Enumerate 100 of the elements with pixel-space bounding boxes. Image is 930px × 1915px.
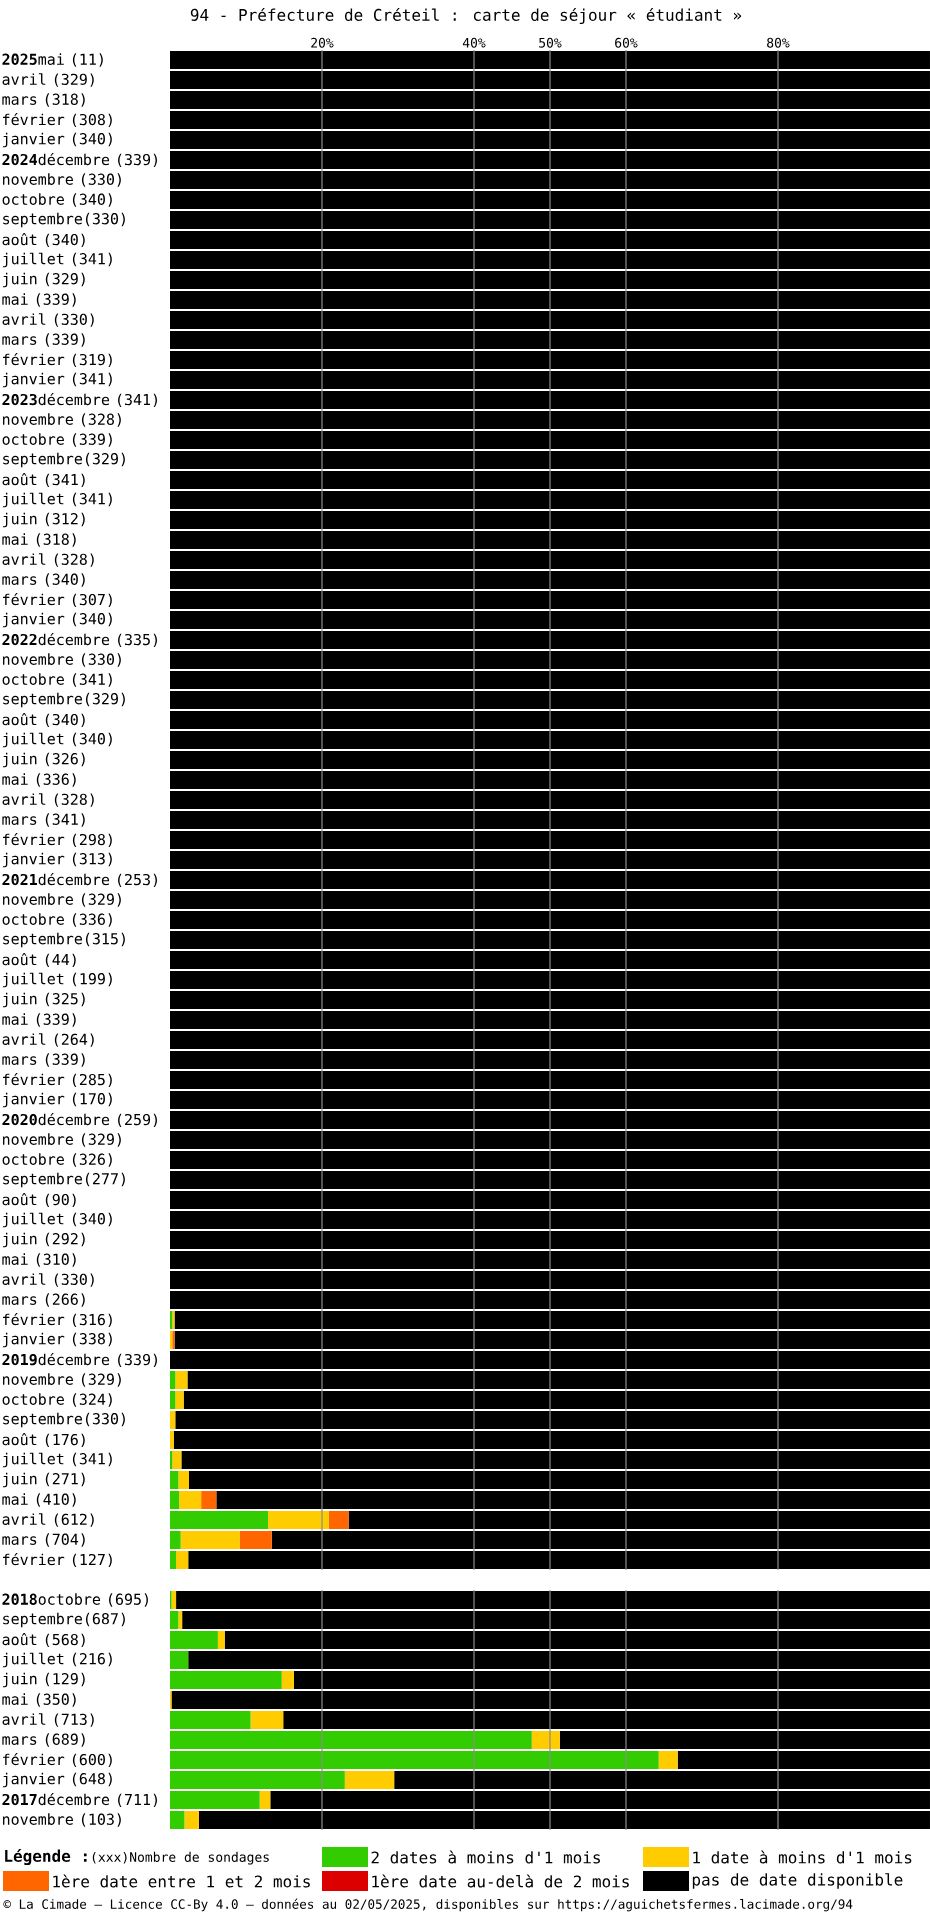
y-tick-label: février (298)	[3, 833, 112, 848]
y-tick-label: novembre (328)	[3, 413, 121, 427]
y-tick-label: avril (330)	[2, 1273, 94, 1287]
y-tick-label: août (44)	[2, 953, 76, 968]
y-tick-label: 2020décembre (259)	[2, 1113, 157, 1128]
x-tick-label: 80%	[767, 37, 790, 48]
y-tick-label: 2023décembre (341)	[2, 393, 157, 408]
y-tick-label: février (285)	[3, 1073, 112, 1088]
y-tick-label: avril (330)	[2, 313, 94, 327]
y-tick-label: juin (312)	[2, 512, 85, 528]
y-tick-label: mai (310)	[2, 1253, 76, 1267]
y-tick-label: avril (264)	[2, 1033, 94, 1047]
y-tick-label: octobre (339)	[2, 433, 112, 447]
y-tick-label: mars (341)	[2, 813, 85, 827]
y-tick-label: mars (266)	[2, 1293, 85, 1307]
y-tick-label: janvier (313)	[2, 852, 112, 868]
y-tick-label: avril (612)	[2, 1513, 94, 1527]
y-tick-label: 2022décembre (335)	[2, 633, 157, 648]
y-tick-label: mai (410)	[2, 1493, 76, 1507]
y-tick-label: août (568)	[2, 1633, 85, 1647]
y-tick-label: 2019décembre (339)	[2, 1353, 157, 1368]
y-tick-label: janvier (338)	[2, 1332, 112, 1348]
y-tick-label: février (316)	[3, 1313, 112, 1328]
y-tick-label: octobre (340)	[2, 193, 112, 207]
y-tick-label: mars (340)	[2, 573, 85, 587]
y-tick-label: juillet (341)	[2, 1452, 112, 1468]
y-tick-label: octobre (336)	[2, 913, 112, 927]
y-tick-label: août (341)	[2, 473, 85, 488]
y-tick-label: juin (326)	[2, 752, 85, 768]
y-tick-label: 2018octobre (695)	[2, 1593, 148, 1607]
y-tick-label: novembre (329)	[3, 1133, 121, 1147]
x-tick-label: 40%	[462, 37, 486, 48]
y-tick-label: mars (704)	[2, 1533, 85, 1547]
y-tick-label: juin (329)	[2, 272, 85, 288]
y-tick-label: août (340)	[2, 233, 85, 248]
y-tick-label: juillet (341)	[2, 492, 112, 508]
y-tick-label: novembre (330)	[3, 653, 121, 667]
y-tick-label: juin (325)	[2, 992, 85, 1008]
legend-label: pas de date disponible	[692, 1873, 903, 1889]
y-tick-label: mai (318)	[2, 533, 76, 547]
y-tick-label: novembre (103)	[3, 1813, 121, 1827]
legend-label: 1 date à moins d'1 mois	[693, 1850, 912, 1864]
y-tick-label: mai (339)	[2, 293, 76, 307]
x-tick-label: 50%	[539, 37, 562, 48]
y-tick-label: février (600)	[3, 1753, 112, 1767]
y-tick-label: mars (689)	[2, 1733, 85, 1747]
y-tick-label: août (176)	[2, 1433, 85, 1448]
legend-label: 1ère date entre 1 et 2 mois	[53, 1874, 310, 1888]
y-tick-label: août (340)	[2, 713, 85, 728]
x-tick-label: 20%	[311, 37, 334, 48]
y-tick-label: mars (339)	[2, 1053, 85, 1067]
y-tick-label: juillet (340)	[2, 1212, 112, 1228]
y-tick-label: mai (336)	[2, 773, 76, 787]
y-tick-label: septembre(329)	[3, 452, 125, 468]
legend-title: Légende :	[5, 1848, 87, 1866]
y-tick-label: juin (292)	[2, 1232, 85, 1248]
y-tick-label: 2017décembre (711)	[2, 1793, 157, 1807]
y-tick-label: janvier (340)	[2, 612, 112, 628]
y-tick-label: janvier (341)	[2, 372, 112, 388]
legend-label: 2 dates à moins d'1 mois	[371, 1850, 600, 1864]
y-tick-label: juin (129)	[2, 1672, 85, 1688]
y-tick-label: septembre(330)	[3, 212, 125, 228]
chart-title: 94 - Préfecture de Créteil : carte de séjour « étudiant »	[190, 7, 742, 25]
y-tick-label: septembre(330)	[3, 1412, 125, 1428]
y-tick-label: janvier (648)	[2, 1772, 112, 1788]
y-tick-label: septembre(687)	[3, 1612, 125, 1628]
y-tick-label: mai (350)	[2, 1693, 76, 1707]
y-tick-label: 2025mai (11)	[2, 53, 103, 67]
y-tick-label: septembre(277)	[3, 1172, 125, 1188]
y-tick-label: mars (339)	[2, 333, 85, 347]
y-tick-label: avril (329)	[2, 73, 94, 87]
y-tick-label: juillet (199)	[2, 972, 112, 988]
y-tick-label: octobre (324)	[2, 1393, 112, 1407]
y-tick-label: avril (328)	[2, 553, 94, 567]
y-tick-label: janvier (170)	[2, 1092, 112, 1108]
y-tick-label: novembre (329)	[3, 893, 121, 907]
y-tick-label: juillet (341)	[2, 252, 112, 268]
y-tick-label: 2021décembre (253)	[2, 873, 157, 888]
legend-label: 1ère date au-delà de 2 mois	[372, 1874, 629, 1888]
y-tick-label: mars (318)	[2, 93, 85, 107]
y-tick-label: novembre (330)	[3, 173, 121, 187]
y-tick-label: octobre (341)	[2, 673, 112, 687]
y-tick-label: juillet (216)	[2, 1652, 112, 1668]
x-tick-label: 60%	[615, 37, 638, 48]
y-tick-label: septembre(315)	[3, 932, 125, 948]
y-tick-label: juillet (340)	[2, 732, 112, 748]
y-tick-label: octobre (326)	[2, 1153, 112, 1167]
y-tick-label: juin (271)	[2, 1472, 85, 1488]
y-tick-label: avril (713)	[2, 1713, 94, 1727]
y-tick-label: février (307)	[3, 593, 112, 608]
y-tick-label: février (319)	[3, 353, 112, 368]
y-tick-label: avril (328)	[2, 793, 94, 807]
y-tick-label: 2024décembre (339)	[2, 153, 157, 168]
y-tick-label: septembre(329)	[3, 692, 125, 708]
text: (xxx)Nombre de sondages	[92, 1851, 269, 1865]
y-tick-label: février (127)	[3, 1553, 112, 1568]
text: © La Cimade — Licence CC-By 4.0 — données au 02/05/2025, disponibles sur https://aguichetsfermes.lacimade.org/94	[3, 1898, 853, 1912]
y-tick-label: janvier (340)	[2, 132, 112, 148]
y-tick-label: novembre (329)	[3, 1373, 121, 1387]
y-tick-label: août (90)	[2, 1193, 76, 1208]
